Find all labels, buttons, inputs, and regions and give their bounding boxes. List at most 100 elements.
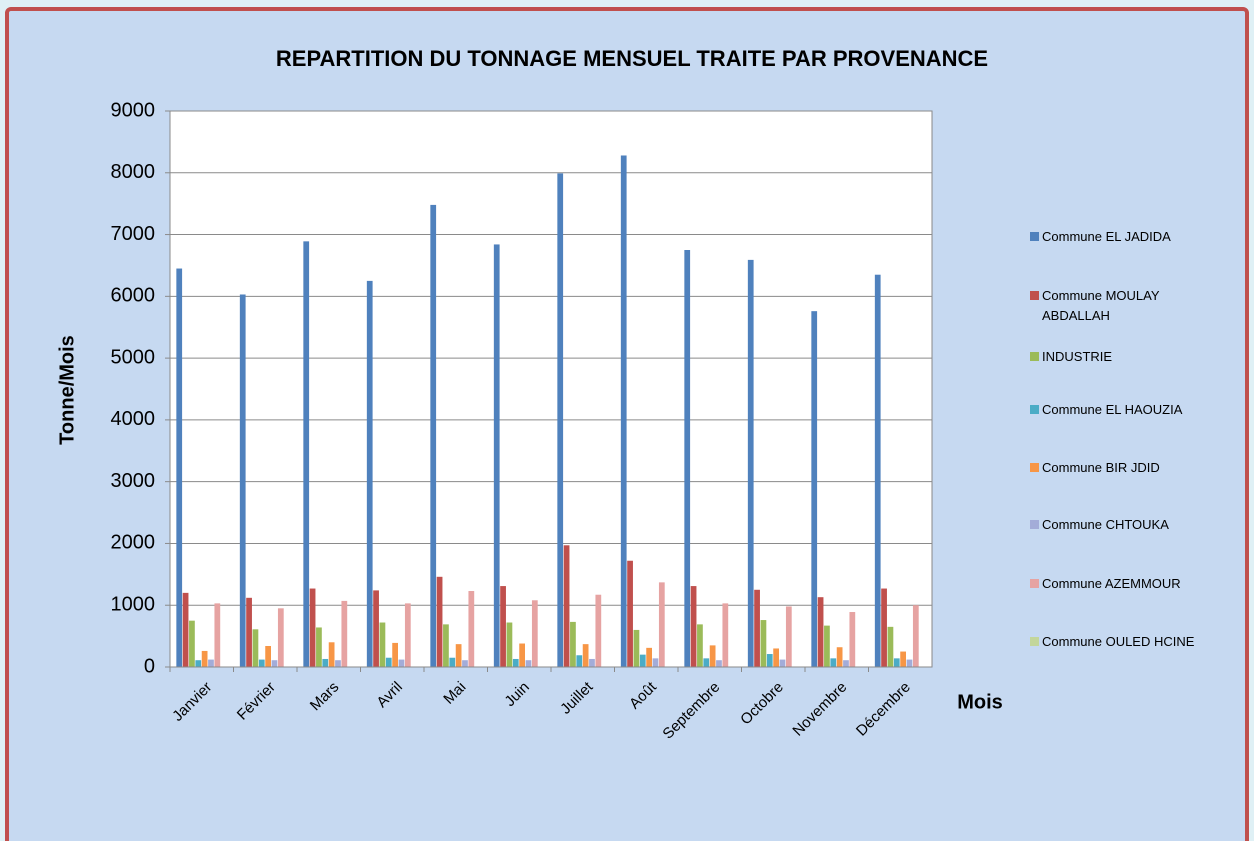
bar xyxy=(874,274,881,667)
bar xyxy=(271,660,278,667)
bar xyxy=(620,155,627,668)
legend-label: Commune EL JADIDA xyxy=(1042,229,1171,244)
bar xyxy=(258,659,265,667)
y-tick-label: 7000 xyxy=(111,223,156,245)
bar xyxy=(627,560,633,667)
bar xyxy=(912,605,919,667)
bar xyxy=(785,606,792,667)
bar xyxy=(766,654,773,667)
y-tick-label: 5000 xyxy=(111,346,156,368)
bar xyxy=(589,658,595,667)
bar xyxy=(436,576,443,667)
legend-label: Commune CHTOUKA xyxy=(1042,517,1169,532)
bar xyxy=(830,658,837,667)
legend-label: INDUSTRIE xyxy=(1042,349,1113,364)
bar xyxy=(443,624,449,667)
bar xyxy=(208,659,214,667)
legend-item: Commune AZEMMOUR xyxy=(1030,574,1210,594)
bar xyxy=(817,597,824,667)
legend-swatch xyxy=(1030,352,1039,361)
bar xyxy=(582,644,589,667)
bar xyxy=(836,647,843,667)
bar xyxy=(722,603,729,667)
bar xyxy=(303,241,310,667)
bar xyxy=(493,244,500,667)
legend-item: Commune EL HAOUZIA xyxy=(1030,400,1210,420)
bar xyxy=(684,250,691,667)
bar xyxy=(328,642,335,667)
legend-item: Commune MOULAY ABDALLAH xyxy=(1030,286,1210,326)
bar xyxy=(639,654,646,667)
y-tick-label: 2000 xyxy=(111,532,156,554)
legend-swatch xyxy=(1030,637,1039,646)
bar xyxy=(277,608,284,667)
bar xyxy=(379,622,386,667)
x-axis-label: Mois xyxy=(957,691,1003,713)
legend-item: Commune EL JADIDA xyxy=(1030,227,1210,247)
bar xyxy=(506,622,513,667)
legend-swatch xyxy=(1030,463,1039,472)
bar xyxy=(246,597,252,667)
legend-item: Commune OULED HCINE xyxy=(1030,632,1210,652)
bar xyxy=(849,612,856,667)
y-tick-label: 3000 xyxy=(111,470,156,492)
y-tick-label: 0 xyxy=(144,655,155,677)
bar xyxy=(519,643,525,667)
bar xyxy=(709,645,716,667)
bar xyxy=(646,647,652,667)
y-tick-label: 1000 xyxy=(111,594,156,616)
bar xyxy=(462,660,468,667)
plot-area xyxy=(169,110,933,668)
bar xyxy=(214,603,221,667)
bar xyxy=(881,588,887,667)
y-tick-label: 4000 xyxy=(111,408,156,430)
y-tick-label: 6000 xyxy=(111,285,156,307)
bar xyxy=(703,658,710,667)
bar xyxy=(468,591,475,667)
bar xyxy=(430,204,437,667)
legend-label: Commune AZEMMOUR xyxy=(1042,576,1181,591)
bar xyxy=(760,620,767,667)
bar xyxy=(779,659,786,667)
bar xyxy=(893,658,900,667)
bar xyxy=(322,658,329,667)
bar xyxy=(697,624,703,667)
legend-item: INDUSTRIE xyxy=(1030,347,1210,367)
bar xyxy=(385,657,392,667)
bar xyxy=(335,660,341,667)
bar xyxy=(633,629,640,667)
bar xyxy=(341,600,348,667)
bar xyxy=(900,651,906,667)
bar xyxy=(811,311,818,667)
bar xyxy=(252,629,259,667)
legend-swatch xyxy=(1030,291,1039,300)
bar xyxy=(525,660,532,667)
legend-swatch xyxy=(1030,579,1039,588)
bar xyxy=(824,625,830,667)
bar xyxy=(563,545,570,667)
legend-swatch xyxy=(1030,405,1039,414)
bar xyxy=(557,173,564,667)
bar xyxy=(652,658,659,667)
bar xyxy=(455,644,462,667)
legend-label: Commune BIR JDID xyxy=(1042,460,1160,475)
bar xyxy=(182,592,189,667)
bar xyxy=(201,650,208,667)
bar xyxy=(176,268,183,667)
y-tick-label: 9000 xyxy=(111,99,156,121)
legend-swatch xyxy=(1030,520,1039,529)
bar xyxy=(754,589,760,667)
bar xyxy=(500,586,506,667)
bar xyxy=(773,648,779,667)
bar xyxy=(595,594,602,667)
legend-item: Commune CHTOUKA xyxy=(1030,515,1210,535)
legend-label: Commune MOULAY ABDALLAH xyxy=(1042,288,1160,323)
bar xyxy=(716,660,722,667)
legend-item: Commune BIR JDID xyxy=(1030,458,1210,478)
bar xyxy=(309,588,316,667)
legend-label: Commune EL HAOUZIA xyxy=(1042,402,1183,417)
legend-swatch xyxy=(1030,232,1039,241)
bar xyxy=(189,620,195,667)
